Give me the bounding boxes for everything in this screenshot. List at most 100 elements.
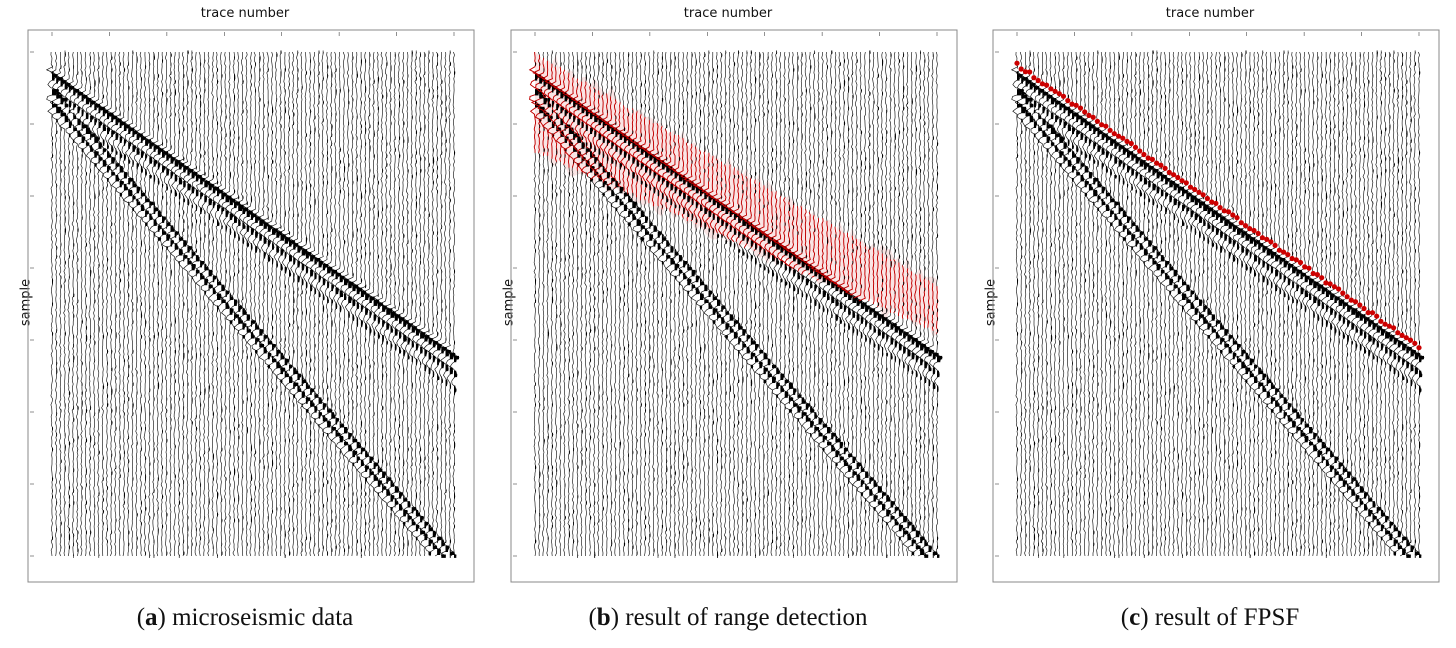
trace-lobe [746,136,748,140]
trace-lobe [322,175,324,179]
trace-wiggle [449,51,460,557]
trace-lobe [403,335,407,339]
trace-lobe [645,92,646,96]
trace-lobe [348,192,349,197]
trace-lobe [60,160,62,164]
trace-lobe [272,335,274,339]
trace-lobe [755,225,756,229]
trace-lobe [102,385,104,389]
trace-lobe [814,430,816,434]
trace-lobe [56,109,61,114]
trace-lobe [94,136,99,140]
trace-lobe [717,204,720,209]
trace-lobe [653,299,655,303]
trace-lobe [119,302,121,306]
trace-lobe [814,299,817,303]
trace-lobe [585,447,587,452]
trace-lobe [691,438,693,443]
trace-lobe [602,495,604,499]
trace-lobe [657,320,659,324]
trace-lobe [98,169,100,173]
trace-lobe [784,379,789,383]
trace-lobe [628,373,630,378]
trace-lobe [170,397,172,401]
trace-lobe [68,504,70,508]
trace-lobe [221,210,223,214]
trace-lobe [780,388,784,392]
trace-lobe [56,412,57,416]
trace-lobe [200,465,201,469]
trace-lobe [628,308,629,312]
trace-lobe [356,290,360,295]
trace-lobe [581,430,583,434]
trace-lobe [90,86,91,90]
trace-lobe [174,474,176,478]
trace-lobe [187,246,193,250]
trace-lobe [560,323,562,327]
trace-lobe [272,231,276,235]
trace-lobe [590,142,592,146]
trace-lobe [818,98,820,102]
plot-frame [27,29,475,583]
trace-lobe [678,207,680,211]
trace-lobe [445,317,447,321]
trace-lobe [119,71,121,75]
trace-lobe [81,403,83,407]
trace-lobe [301,376,304,380]
trace-lobe [157,332,159,336]
trace-lobe [111,68,113,72]
trace-lobe [352,56,354,60]
trace-lobe [636,204,638,209]
trace-lobe [594,347,596,351]
trace-lobe [780,314,782,318]
trace-lobe [115,272,117,277]
trace-lobe [598,163,603,167]
trace-lobe [695,504,697,508]
trace-lobe [352,281,354,286]
trace-lobe [153,56,155,60]
trace-lobe [356,444,361,449]
trace-lobe [386,258,388,262]
trace-lobe [301,468,303,472]
trace-lobe [539,195,540,200]
trace-lobe [411,358,413,363]
trace-lobe [742,329,746,333]
trace-lobe [170,243,173,247]
trace-lobe [166,335,167,339]
trace-lobe [742,480,744,484]
trace-lobe [738,379,740,383]
trace-lobe [704,284,708,289]
trace-lobe [289,231,290,235]
trace-lobe [403,524,404,529]
trace-lobe [153,204,155,209]
trace-lobe [98,118,100,123]
trace-lobe [767,293,769,297]
trace-lobe [717,554,718,558]
trace-lobe [606,172,610,176]
trace-lobe [140,394,142,398]
trace-lobe [77,299,79,303]
trace-lobe [691,252,693,256]
trace-lobe [454,444,455,449]
trace-lobe [238,195,240,200]
trace-lobe [585,231,587,235]
trace-lobe [200,181,203,185]
trace-lobe [801,518,803,523]
trace-lobe [615,477,617,481]
trace-lobe [360,195,362,200]
trace-wiggle [96,51,109,557]
trace-lobe [386,323,390,327]
trace-lobe [441,269,442,274]
trace-lobe [805,471,807,475]
trace-lobe [801,486,803,490]
trace-lobe [293,421,294,425]
trace-lobe [827,269,828,274]
trace-lobe [170,172,174,176]
trace-lobe [394,486,398,490]
trace-lobe [674,376,676,380]
trace-lobe [153,539,155,544]
trace-lobe [98,77,100,81]
trace-lobe [272,213,273,217]
trace-lobe [780,151,782,155]
trace-lobe [611,438,612,443]
